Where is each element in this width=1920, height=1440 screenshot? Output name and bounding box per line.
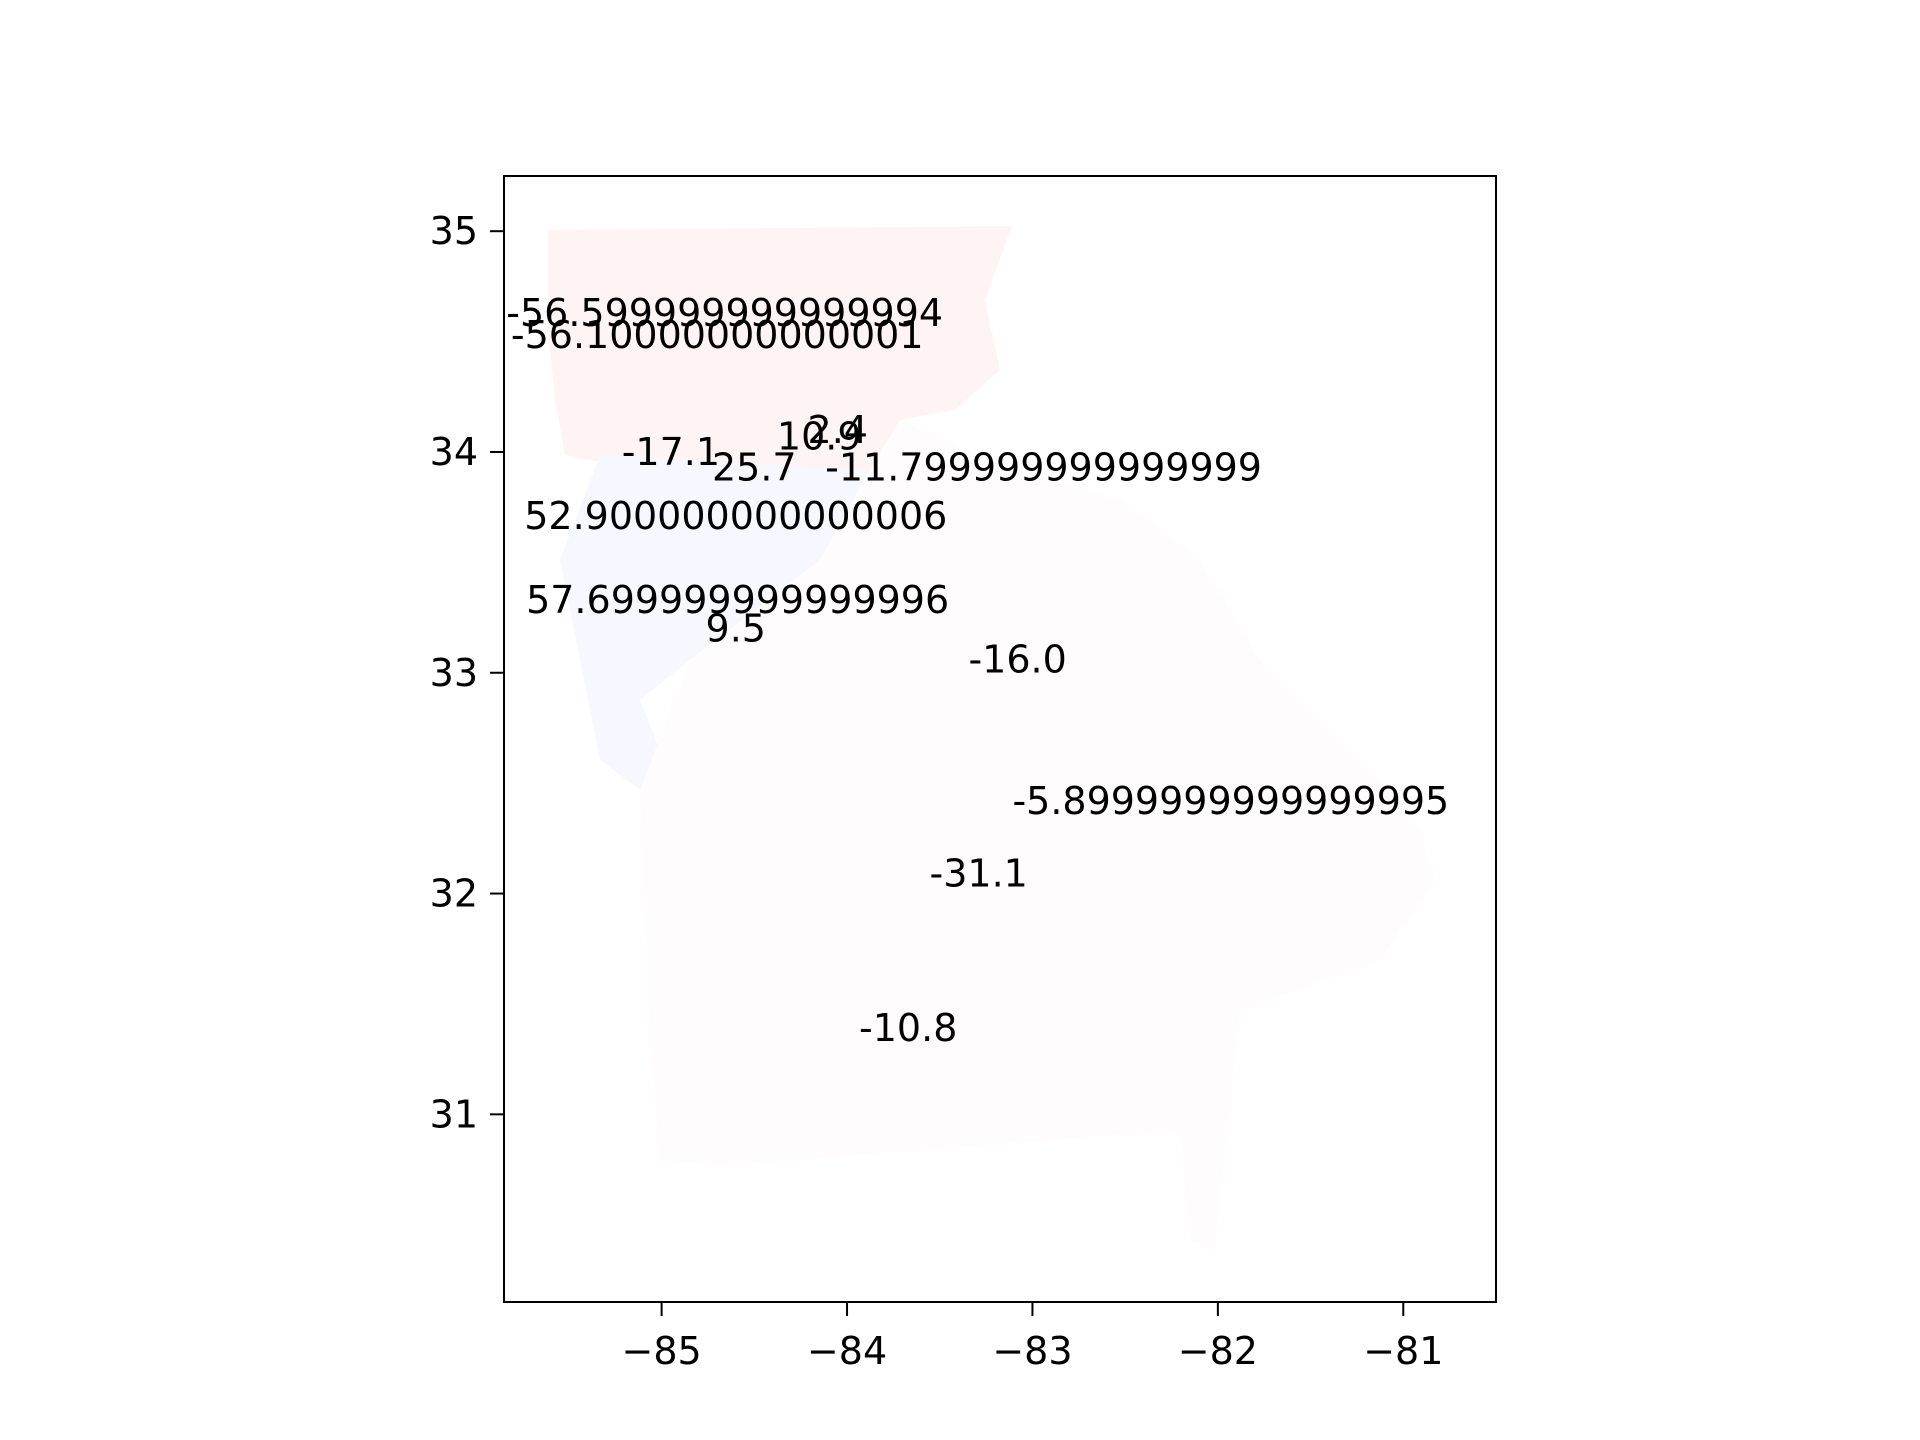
region-value-label: 52.900000000000006 xyxy=(524,494,947,538)
region-value-label: 10.9 xyxy=(777,415,862,459)
x-tick-label: −82 xyxy=(1178,1329,1258,1373)
region-value-label: 25.7 xyxy=(712,445,797,489)
region-value-label: -5.8999999999999995 xyxy=(1012,779,1449,823)
region-value-label: 2.4 xyxy=(808,408,868,452)
map-frame xyxy=(503,175,1497,1303)
region-value-label: -56.10000000000001 xyxy=(511,313,924,357)
y-tick-label: 33 xyxy=(430,651,478,695)
x-tick-label: −81 xyxy=(1363,1329,1443,1373)
region-value-label: -11.799999999999999 xyxy=(825,445,1262,489)
region-value-label: -10.8 xyxy=(859,1006,957,1050)
y-tick-label: 35 xyxy=(430,209,478,253)
north-region-shape xyxy=(548,226,1012,470)
y-axis-ticks: 31 32 33 34 35 xyxy=(430,209,504,1136)
x-tick-label: −83 xyxy=(992,1329,1072,1373)
y-tick-label: 32 xyxy=(430,872,478,916)
region-value-label: 9.5 xyxy=(706,607,766,651)
region-value-label: -31.1 xyxy=(930,852,1028,896)
state-regions xyxy=(548,226,1435,1250)
region-value-labels: -56.599999999999994-56.10000000000001 2.4… xyxy=(506,291,1449,1050)
y-tick-label: 31 xyxy=(430,1092,478,1136)
y-tick-label: 34 xyxy=(430,430,478,474)
region-value-label: -16.0 xyxy=(968,638,1066,682)
region-value-label: -56.599999999999994 xyxy=(506,291,943,335)
region-value-label: 57.699999999999996 xyxy=(526,578,949,622)
west-region-shape xyxy=(560,455,870,790)
region-value-label: -17.1 xyxy=(622,430,720,474)
x-axis-ticks: −85 −84 −83 −82 −81 xyxy=(622,1302,1443,1373)
x-tick-label: −85 xyxy=(622,1329,702,1373)
x-tick-label: −84 xyxy=(807,1329,887,1373)
south-region-shape xyxy=(640,420,1435,1250)
